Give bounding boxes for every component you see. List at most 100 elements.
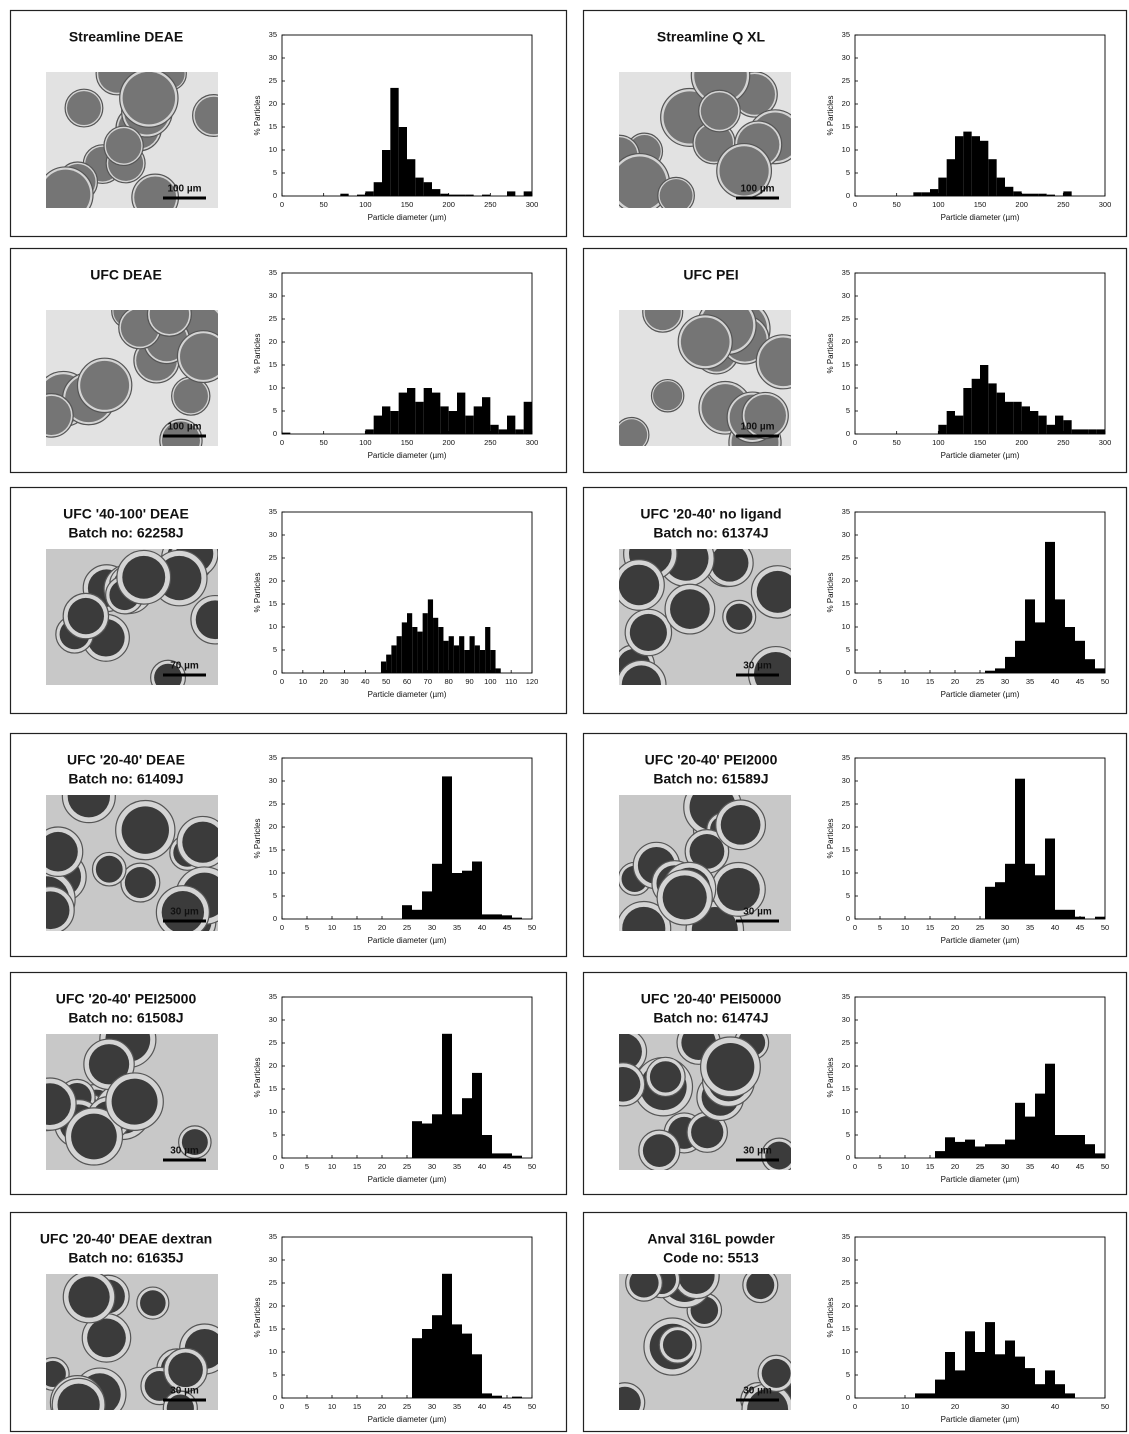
y-tick-label: 20	[269, 822, 277, 831]
y-tick-label: 15	[842, 360, 850, 369]
y-tick-label: 20	[842, 1061, 850, 1070]
x-tick-label: 100	[359, 438, 372, 447]
y-tick-label: 30	[842, 530, 850, 539]
histogram-bar	[921, 192, 930, 196]
y-axis-label: % Particles	[253, 572, 262, 612]
histogram-bar	[482, 914, 492, 919]
y-tick-label: 15	[842, 599, 850, 608]
particle-core	[149, 310, 190, 334]
x-tick-label: 30	[1001, 1162, 1009, 1171]
histogram-bar	[473, 406, 482, 434]
y-axis-label: % Particles	[826, 333, 835, 373]
histogram-bar	[955, 415, 964, 434]
x-tick-label: 0	[853, 677, 857, 686]
histogram-bar	[996, 177, 1005, 196]
particle-core	[80, 360, 130, 410]
histogram-bar	[365, 191, 374, 196]
histogram-bar	[380, 661, 387, 673]
y-axis-label: % Particles	[826, 1057, 835, 1097]
histogram-bar	[440, 406, 449, 434]
particle-core	[680, 317, 730, 367]
histogram-bar	[1015, 1356, 1025, 1398]
y-tick-label: 0	[273, 191, 277, 200]
panel-border	[582, 732, 1128, 958]
micrograph	[619, 72, 791, 208]
particle-core	[46, 831, 78, 872]
y-tick-label: 5	[846, 645, 850, 654]
x-tick-label: 100	[932, 200, 945, 209]
x-tick-label: 300	[1099, 438, 1112, 447]
histogram-bar	[1063, 420, 1072, 434]
x-tick-label: 40	[478, 1402, 486, 1411]
histogram-bar	[459, 636, 465, 673]
particle-core	[621, 665, 662, 685]
particle-core	[67, 597, 104, 635]
histogram-bar	[965, 1139, 975, 1158]
histogram-bar	[925, 1393, 935, 1398]
y-tick-label: 25	[269, 1278, 277, 1287]
histogram-bar	[398, 127, 407, 196]
x-tick-label: 0	[853, 1402, 857, 1411]
histogram-bar	[1046, 194, 1055, 196]
micrograph	[619, 1274, 791, 1410]
x-tick-label: 20	[951, 1402, 959, 1411]
x-tick-label: 200	[442, 200, 455, 209]
particle-core	[622, 906, 666, 931]
histogram-bar	[472, 1072, 482, 1158]
x-tick-label: 250	[1057, 200, 1070, 209]
x-tick-label: 50	[528, 1402, 536, 1411]
particle-core	[140, 1290, 166, 1316]
plot-frame	[281, 34, 533, 197]
histogram-bar	[1055, 1135, 1065, 1158]
histogram-bar	[452, 1114, 462, 1158]
x-tick-label: 300	[526, 438, 539, 447]
particle-core	[710, 549, 749, 582]
y-tick-label: 25	[842, 314, 850, 323]
y-tick-label: 30	[842, 53, 850, 62]
x-tick-label: 15	[353, 1402, 361, 1411]
micrograph	[619, 549, 791, 685]
x-tick-label: 50	[1101, 677, 1109, 686]
histogram-bar	[482, 1135, 492, 1158]
x-tick-label: 30	[1001, 923, 1009, 932]
histogram-bar	[492, 1153, 502, 1158]
histogram-bar	[490, 424, 499, 434]
panel-subtitle: Batch no: 61474J	[653, 1010, 768, 1026]
y-tick-label: 10	[842, 145, 850, 154]
y-tick-label: 25	[842, 799, 850, 808]
y-tick-label: 30	[269, 530, 277, 539]
particle-core	[629, 613, 667, 652]
histogram-bar	[913, 192, 922, 196]
histogram-bar	[523, 401, 532, 434]
histogram-bar	[495, 668, 501, 673]
x-tick-label: 15	[353, 923, 361, 932]
plot-frame	[854, 757, 1106, 920]
histogram-bar	[1025, 599, 1035, 673]
histogram-bar	[1065, 627, 1075, 673]
histogram-bar	[402, 905, 412, 919]
micrograph	[619, 1034, 791, 1170]
histogram-bar	[452, 1324, 462, 1398]
y-tick-label: 20	[842, 337, 850, 346]
particle-core	[662, 1330, 693, 1360]
x-tick-label: 50	[892, 438, 900, 447]
y-tick-label: 10	[842, 622, 850, 631]
histogram-bar	[490, 650, 496, 673]
scale-label: 30 µm	[170, 907, 199, 918]
histogram-bar	[396, 636, 402, 673]
histogram-bar	[938, 177, 947, 196]
x-tick-label: 250	[484, 200, 497, 209]
x-tick-label: 20	[951, 1162, 959, 1171]
histogram-bar	[1013, 401, 1022, 434]
histogram-bar	[382, 150, 391, 196]
histogram-bar	[469, 636, 475, 673]
histogram-bar	[422, 1329, 432, 1398]
histogram-bar	[422, 613, 428, 673]
histogram-bar	[1063, 191, 1072, 196]
y-tick-label: 35	[269, 507, 277, 516]
x-tick-label: 15	[926, 1162, 934, 1171]
x-tick-label: 10	[901, 1402, 909, 1411]
y-tick-label: 10	[842, 868, 850, 877]
particle-core	[124, 867, 156, 899]
y-tick-label: 5	[273, 891, 277, 900]
